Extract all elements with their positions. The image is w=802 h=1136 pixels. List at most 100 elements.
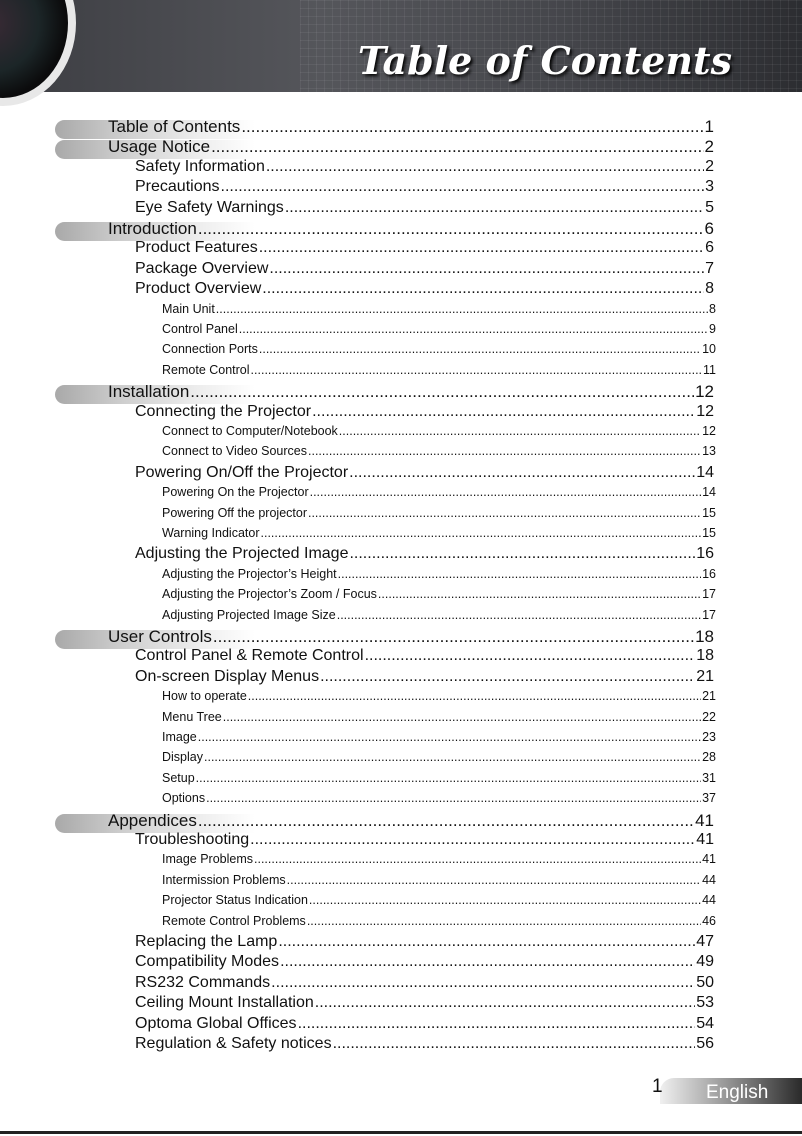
toc-entry[interactable]: Precautions 3 bbox=[135, 178, 714, 196]
toc-entry[interactable]: On-screen Display Menus 21 bbox=[135, 668, 714, 686]
toc-entry-page: 47 bbox=[696, 933, 714, 950]
toc-entry-page: 41 bbox=[695, 810, 714, 830]
toc-entry[interactable]: RS232 Commands 50 bbox=[135, 974, 714, 992]
toc-entry[interactable]: Connection Ports 10 bbox=[162, 342, 716, 356]
dot-leader bbox=[239, 322, 708, 336]
section-highlight bbox=[55, 140, 255, 160]
toc-entry[interactable]: Appendices 41 bbox=[108, 811, 714, 831]
toc-entry[interactable]: Powering Off the projector 15 bbox=[162, 506, 716, 520]
toc-entry[interactable]: Connect to Computer/Notebook 12 bbox=[162, 424, 716, 438]
toc-entry[interactable]: Troubleshooting 41 bbox=[135, 831, 714, 849]
toc-entry[interactable]: Adjusting the Projector’s Height 16 bbox=[162, 567, 716, 581]
toc-entry[interactable]: Control Panel 9 bbox=[162, 322, 716, 336]
toc-entry[interactable]: Powering On/Off the Projector 14 bbox=[135, 464, 714, 482]
dot-leader bbox=[213, 627, 694, 647]
toc-entry[interactable]: Package Overview 7 bbox=[135, 260, 714, 278]
toc-entry-title: Table of Contents bbox=[108, 117, 241, 136]
toc-entry-page: 2 bbox=[704, 137, 714, 157]
toc-entry[interactable]: Menu Tree 22 bbox=[162, 710, 716, 724]
toc-entry-page: 18 bbox=[696, 647, 714, 665]
dot-leader bbox=[261, 526, 702, 540]
dot-leader bbox=[254, 852, 701, 866]
section-highlight bbox=[55, 630, 255, 649]
dot-leader bbox=[365, 647, 696, 665]
toc-entry[interactable]: Compatibility Modes 49 bbox=[135, 953, 714, 971]
dot-leader bbox=[216, 302, 708, 316]
toc-entry[interactable]: Image Problems 41 bbox=[162, 852, 716, 866]
toc-entry-title: Remote Control Problems bbox=[162, 913, 306, 928]
toc-entry-title: Options bbox=[162, 791, 206, 806]
toc-entry[interactable]: Installation 12 bbox=[108, 382, 714, 402]
page-number: 1 bbox=[652, 1076, 663, 1097]
toc-entry-page: 21 bbox=[696, 667, 714, 685]
toc-entry[interactable]: How to operate 21 bbox=[162, 689, 716, 703]
dot-leader bbox=[338, 567, 701, 581]
toc-entry[interactable]: Regulation & Safety notices 56 bbox=[135, 1035, 714, 1053]
toc-entry-title: Optoma Global Offices bbox=[135, 1014, 297, 1032]
dot-leader bbox=[309, 893, 701, 907]
toc-entry-title: Image bbox=[162, 730, 197, 744]
toc-entry-page: 23 bbox=[702, 730, 716, 744]
toc-entry-page: 9 bbox=[709, 322, 716, 336]
toc-entry[interactable]: Image 23 bbox=[162, 730, 716, 744]
toc-entry[interactable]: Setup 31 bbox=[162, 771, 716, 785]
toc-entry[interactable]: Main Unit 8 bbox=[162, 302, 716, 316]
page-title: Table of Contents bbox=[357, 38, 732, 83]
header-banner: Table of Contents bbox=[0, 0, 802, 106]
toc-entry[interactable]: Adjusting Projected Image Size 17 bbox=[162, 608, 716, 622]
toc-entry-title: Product Overview bbox=[135, 280, 262, 298]
toc-entry[interactable]: User Controls 18 bbox=[108, 627, 714, 647]
toc-entry-title: On-screen Display Menus bbox=[135, 667, 320, 685]
toc-entry-title: Safety Information bbox=[135, 157, 265, 175]
toc-entry-page: 10 bbox=[702, 342, 716, 357]
toc-entry[interactable]: Warning Indicator 15 bbox=[162, 526, 716, 540]
toc-entry-title: Setup bbox=[162, 770, 195, 785]
toc-entry[interactable]: Powering On the Projector 14 bbox=[162, 485, 716, 499]
toc-entry-title: Intermission Problems bbox=[162, 872, 286, 887]
toc-entry[interactable]: Adjusting the Projector’s Zoom / Focus 17 bbox=[162, 587, 716, 601]
toc-entry-title: Appendices bbox=[108, 810, 197, 830]
toc-entry[interactable]: Control Panel & Remote Control 18 bbox=[135, 647, 714, 665]
toc-entry[interactable]: Eye Safety Warnings 5 bbox=[135, 199, 714, 217]
toc-entry[interactable]: Adjusting the Projected Image 16 bbox=[135, 545, 714, 563]
toc-entry[interactable]: Safety Information 2 bbox=[135, 158, 714, 176]
toc-entry-title: RS232 Commands bbox=[135, 973, 271, 991]
toc-entry[interactable]: Introduction 6 bbox=[108, 219, 714, 239]
toc-entry-title: Powering Off the projector bbox=[162, 505, 307, 520]
toc-entry[interactable]: Ceiling Mount Installation 53 bbox=[135, 994, 714, 1012]
dot-leader bbox=[269, 260, 704, 278]
toc-entry-title: Regulation & Safety notices bbox=[135, 1035, 332, 1052]
toc-entry-page: 37 bbox=[702, 791, 716, 806]
toc-entry-page: 8 bbox=[709, 301, 716, 316]
toc-entry[interactable]: Connecting the Projector 12 bbox=[135, 403, 714, 421]
toc-entry[interactable]: Connect to Video Sources 13 bbox=[162, 444, 716, 458]
toc-entry-page: 21 bbox=[702, 689, 716, 704]
toc-entry-page: 31 bbox=[702, 770, 716, 785]
toc-entry-title: Powering On the Projector bbox=[162, 485, 309, 500]
dot-leader bbox=[271, 974, 695, 992]
toc-entry-page: 16 bbox=[702, 566, 716, 581]
toc-entry[interactable]: Remote Control Problems 46 bbox=[162, 914, 716, 928]
dot-leader bbox=[190, 382, 694, 402]
toc-entry[interactable]: Intermission Problems 44 bbox=[162, 873, 716, 887]
toc-entry-page: 16 bbox=[696, 545, 714, 563]
toc-entry[interactable]: Remote Control 11 bbox=[162, 363, 716, 377]
toc-entry-page: 53 bbox=[696, 994, 714, 1012]
toc-entry[interactable]: Product Overview 8 bbox=[135, 280, 714, 298]
toc-entry-title: Warning Indicator bbox=[162, 526, 260, 540]
toc-entry[interactable]: Usage Notice 2 bbox=[108, 137, 714, 157]
dot-leader bbox=[378, 587, 701, 601]
toc-entry[interactable]: Options 37 bbox=[162, 791, 716, 805]
toc-entry-title: Eye Safety Warnings bbox=[135, 198, 284, 216]
toc-entry[interactable]: Optoma Global Offices 54 bbox=[135, 1015, 714, 1033]
toc-entry[interactable]: Display 28 bbox=[162, 750, 716, 764]
toc-entry-title: Precautions bbox=[135, 178, 220, 196]
toc-entry-title: Connecting the Projector bbox=[135, 402, 312, 420]
bottom-rule bbox=[0, 1131, 802, 1134]
toc-entry[interactable]: Table of Contents 1 bbox=[108, 117, 714, 137]
toc-entry[interactable]: Replacing the Lamp 47 bbox=[135, 933, 714, 951]
toc-entry-title: Remote Control bbox=[162, 362, 250, 377]
toc-entry[interactable]: Projector Status Indication 44 bbox=[162, 893, 716, 907]
toc-entry[interactable]: Product Features 6 bbox=[135, 239, 714, 257]
projector-lens-image bbox=[0, 0, 76, 106]
